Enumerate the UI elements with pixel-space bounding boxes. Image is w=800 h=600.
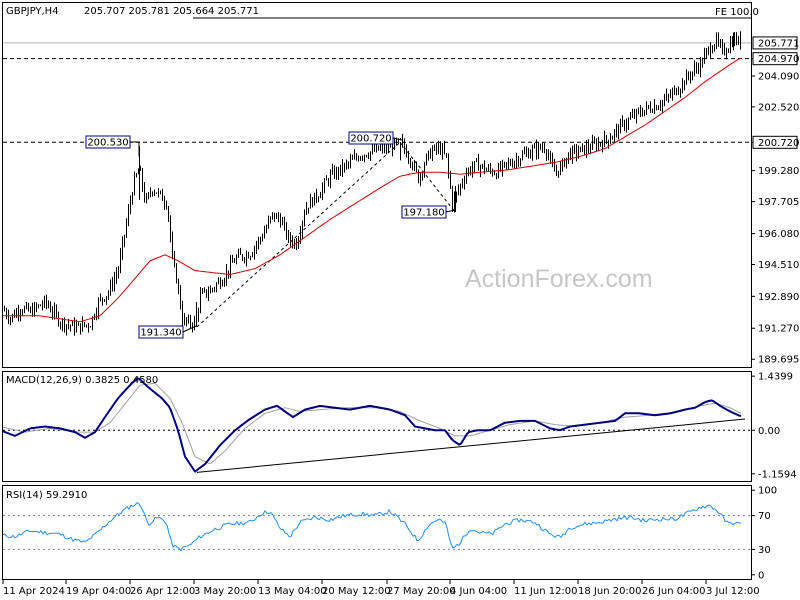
watermark: ActionForex.com — [465, 265, 653, 293]
price-tag-box — [752, 52, 798, 66]
y-tick-label: 70 — [758, 511, 771, 522]
x-tick-label: 11 Apr 2024 — [3, 586, 65, 597]
rsi-panel: 100 70 30 0 — [2, 486, 777, 581]
y-tick-label: 30 — [758, 545, 771, 556]
y-tick-label: 100 — [758, 486, 777, 497]
y-tick-label: 194.510 — [758, 260, 799, 271]
macd-title: MACD(12,26,9) 0.3825 0.4580 — [6, 375, 158, 386]
y-tick-label: 199.280 — [758, 166, 799, 177]
moving-average-series — [3, 57, 742, 322]
annotation-leader — [130, 141, 140, 157]
rsi-panel-frame — [2, 485, 752, 580]
y-tick-label: 204.090 — [758, 71, 799, 82]
y-tick-label: 0 — [758, 570, 764, 581]
macd-trend-line — [196, 418, 746, 473]
x-tick-label: 18 Jun 20:00 — [578, 586, 642, 597]
macd-line — [2, 377, 742, 473]
x-tick-label: 3 May 20:00 — [194, 586, 256, 597]
x-tick-label: 11 Jun 12:00 — [514, 586, 578, 597]
x-tick-label: 26 Apr 12:00 — [130, 586, 195, 597]
y-tick-label: 202.520 — [758, 102, 799, 113]
y-tick-label: 0.00 — [758, 426, 780, 437]
macd-panel: 1.4399 0.00 -1.1594 — [2, 372, 797, 480]
y-tick-label: 192.890 — [758, 292, 799, 303]
price-tag-box — [752, 36, 798, 50]
price-tag-label: 200.720 — [758, 138, 799, 149]
symbol-title: GBPJPY,H4 — [6, 6, 59, 17]
x-tick-label: 4 Jun 04:00 — [450, 586, 507, 597]
x-tick-label: 13 May 04:00 — [258, 586, 327, 597]
price-panel-frame — [2, 2, 752, 368]
annotation-label: 191.340 — [140, 328, 181, 339]
price-trend-lines — [196, 141, 456, 328]
y-tick-label: 1.4399 — [758, 372, 793, 383]
annotation-label: 200.530 — [87, 138, 128, 149]
macd-panel-frame — [2, 371, 752, 482]
annotation-leader — [445, 209, 456, 213]
trend-line — [196, 141, 401, 328]
rsi-title: RSI(14) 59.2910 — [6, 490, 87, 501]
moving-average-line — [3, 57, 742, 322]
x-tick-label: 3 Jul 12:00 — [706, 586, 760, 597]
annotation-label: 200.720 — [350, 134, 391, 145]
y-tick-label: 196.080 — [758, 229, 799, 240]
price-bars — [4, 31, 741, 336]
price-tag-label: 204.970 — [758, 54, 799, 65]
price-y-axis: 204.970 204.090 202.520 200.720 199.280 197.7… — [751, 36, 799, 366]
fe-label: FE 100.0 — [715, 7, 759, 18]
x-tick-label: 27 May 20:00 — [387, 586, 456, 597]
y-tick-label: -1.1594 — [758, 469, 797, 480]
y-tick-label: 191.270 — [758, 324, 799, 335]
price-tag-label: 205.771 — [758, 38, 799, 49]
y-tick-label: 197.705 — [758, 197, 799, 208]
annotation-leader — [182, 325, 197, 333]
x-tick-label: 20 May 12:00 — [322, 586, 391, 597]
annotation-leader — [392, 137, 403, 141]
price-annotations: 200.530 191.340 200.720 197.180 FE 100.0 — [85, 7, 759, 339]
x-tick-label: 26 Jun 04:00 — [642, 586, 706, 597]
trend-line — [399, 141, 456, 213]
annotation-label: 197.180 — [403, 208, 444, 219]
ohlc-readout: 205.707 205.781 205.664 205.771 — [84, 6, 259, 17]
price-tag-box — [752, 135, 798, 149]
rsi-line — [2, 502, 742, 552]
y-tick-label: 189.695 — [758, 355, 799, 366]
x-tick-label: 19 Apr 04:00 — [66, 586, 131, 597]
